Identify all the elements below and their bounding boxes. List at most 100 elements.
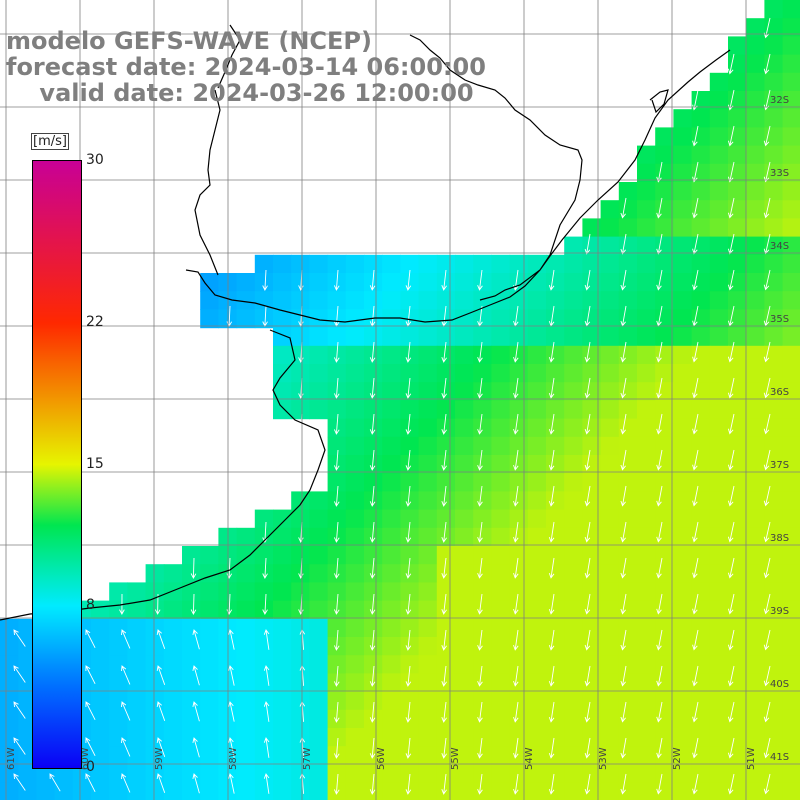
wind-cell [764, 473, 784, 492]
wind-cell [491, 327, 511, 347]
wind-cell [546, 618, 565, 638]
wind-cell [764, 0, 784, 19]
wind-cell [382, 600, 401, 620]
wind-cell [618, 273, 638, 292]
wind-cell [527, 618, 547, 638]
wind-cell [309, 273, 329, 292]
wind-arrow [692, 737, 699, 759]
wind-cell [637, 527, 656, 547]
wind-cell [473, 418, 492, 438]
wind-cell [509, 655, 529, 674]
wind-cell [509, 309, 529, 329]
wind-cell [546, 673, 565, 693]
wind-cell [473, 582, 492, 602]
wind-cell [109, 764, 128, 784]
wind-cell [764, 364, 784, 383]
wind-cell [637, 364, 656, 383]
wind-cell [782, 72, 800, 92]
wind-cell [564, 746, 583, 765]
wind-cell [236, 309, 256, 329]
wind-cell [491, 491, 511, 511]
wind-cell [418, 564, 438, 583]
wind-cell [491, 564, 511, 583]
wind-cell [673, 309, 693, 329]
wind-cell [345, 382, 365, 401]
wind-arrow [727, 53, 735, 75]
wind-cell [655, 236, 674, 256]
wind-cell [728, 473, 747, 492]
wind-cell [436, 728, 456, 747]
wind-cell [764, 655, 784, 674]
wind-cell [163, 746, 183, 765]
wind-cell [709, 291, 729, 310]
wind-cell [764, 673, 784, 693]
wind-cell [600, 436, 620, 456]
wind-cell [673, 527, 693, 547]
wind-cell [382, 309, 401, 329]
longitude-label: 52W [672, 747, 683, 770]
wind-cell [746, 163, 765, 183]
wind-arrow [441, 449, 447, 471]
wind-cell [455, 546, 474, 565]
wind-cell [364, 254, 383, 274]
wind-cell [200, 691, 219, 711]
wind-cell [746, 582, 765, 602]
wind-cell [509, 546, 529, 565]
wind-arrow [405, 341, 412, 363]
wind-cell [655, 782, 674, 800]
wind-arrow [333, 557, 340, 579]
wind-arrow [656, 773, 663, 795]
wind-cell [691, 546, 711, 565]
wind-cell [709, 491, 729, 511]
wind-cell [18, 728, 37, 747]
wind-cell [18, 764, 37, 784]
wind-arrow [192, 773, 200, 794]
wind-cell [364, 327, 383, 347]
wind-cell [637, 309, 656, 329]
wind-cell [455, 637, 474, 656]
wind-cell [127, 600, 147, 620]
wind-cell [509, 509, 529, 529]
wind-cell [382, 673, 401, 693]
wind-cell [782, 309, 800, 329]
wind-cell [637, 163, 656, 183]
wind-arrow [656, 161, 663, 183]
wind-cell [527, 764, 547, 784]
wind-cell [91, 782, 110, 800]
wind-cell [418, 273, 438, 292]
wind-cell [782, 491, 800, 511]
wind-cell [327, 691, 347, 711]
wind-arrow [656, 233, 663, 255]
wind-cell [91, 709, 110, 729]
wind-arrow [477, 665, 483, 687]
wind-cell [382, 291, 401, 310]
wind-cell [746, 546, 765, 565]
wind-cell [473, 728, 492, 747]
wind-arrow [727, 377, 735, 399]
wind-cell [546, 691, 565, 711]
wind-cell [673, 473, 693, 492]
wind-cell [345, 782, 365, 800]
wind-cell [473, 509, 492, 529]
wind-cell [273, 546, 292, 565]
wind-cell [782, 746, 800, 765]
wind-cell [691, 582, 711, 602]
wind-cell [418, 709, 438, 729]
wind-cell [673, 109, 693, 128]
wind-cell [746, 345, 765, 365]
wind-cell [728, 527, 747, 547]
wind-arrow [333, 593, 340, 615]
wind-cell [327, 546, 347, 565]
wind-cell [582, 254, 602, 274]
wind-cell [764, 546, 784, 565]
wind-cell [637, 291, 656, 310]
wind-cell [36, 673, 56, 693]
wind-cell [455, 291, 474, 310]
wind-cell [18, 618, 37, 638]
wind-cell [764, 491, 784, 511]
wind-arrow [333, 413, 340, 435]
wind-cell [364, 764, 383, 784]
wind-arrow [548, 629, 555, 651]
wind-cell [436, 473, 456, 492]
